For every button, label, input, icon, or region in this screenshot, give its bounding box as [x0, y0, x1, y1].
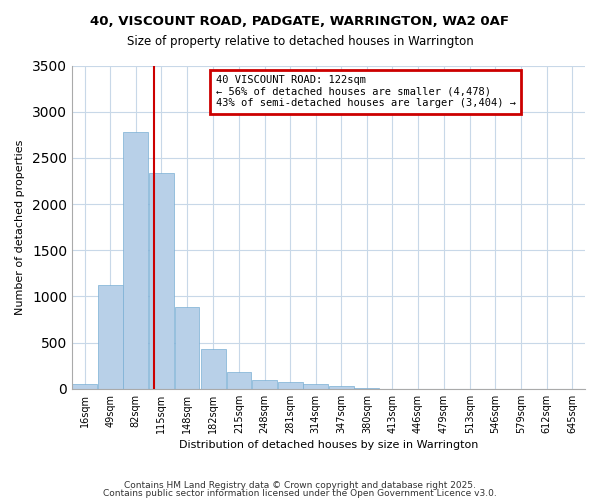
Bar — [175, 306, 199, 389]
X-axis label: Distribution of detached houses by size in Warrington: Distribution of detached houses by size … — [179, 440, 478, 450]
Bar — [227, 372, 251, 389]
Bar — [252, 380, 277, 389]
Text: 40 VISCOUNT ROAD: 122sqm
← 56% of detached houses are smaller (4,478)
43% of sem: 40 VISCOUNT ROAD: 122sqm ← 56% of detach… — [215, 75, 515, 108]
Text: Contains HM Land Registry data © Crown copyright and database right 2025.: Contains HM Land Registry data © Crown c… — [124, 481, 476, 490]
Y-axis label: Number of detached properties: Number of detached properties — [15, 140, 25, 315]
Bar — [149, 172, 174, 389]
Text: Contains public sector information licensed under the Open Government Licence v3: Contains public sector information licen… — [103, 488, 497, 498]
Bar — [278, 382, 302, 389]
Text: Size of property relative to detached houses in Warrington: Size of property relative to detached ho… — [127, 35, 473, 48]
Bar — [303, 384, 328, 389]
Text: 40, VISCOUNT ROAD, PADGATE, WARRINGTON, WA2 0AF: 40, VISCOUNT ROAD, PADGATE, WARRINGTON, … — [91, 15, 509, 28]
Bar — [98, 285, 122, 389]
Bar — [329, 386, 353, 389]
Bar — [201, 349, 226, 389]
Bar — [124, 132, 148, 389]
Bar — [73, 384, 97, 389]
